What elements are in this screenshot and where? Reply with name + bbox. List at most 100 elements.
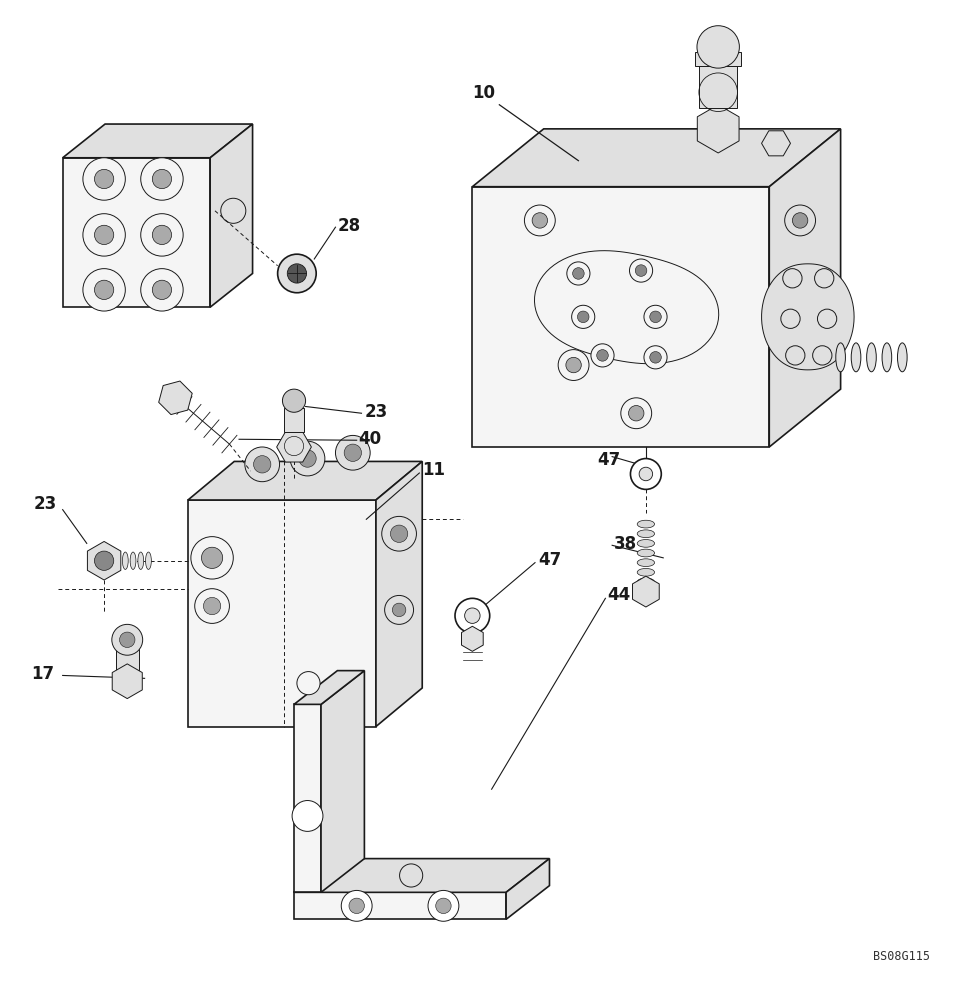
Circle shape bbox=[635, 265, 647, 276]
Circle shape bbox=[292, 801, 323, 831]
Ellipse shape bbox=[146, 552, 151, 569]
Circle shape bbox=[455, 598, 490, 633]
Circle shape bbox=[524, 205, 555, 236]
Circle shape bbox=[465, 608, 480, 623]
Polygon shape bbox=[284, 408, 304, 432]
Circle shape bbox=[287, 264, 307, 283]
Circle shape bbox=[785, 205, 816, 236]
Text: BS08G115: BS08G115 bbox=[873, 950, 930, 963]
Text: 38: 38 bbox=[614, 535, 637, 553]
Polygon shape bbox=[462, 626, 483, 651]
Polygon shape bbox=[321, 671, 364, 892]
Circle shape bbox=[697, 26, 739, 68]
Ellipse shape bbox=[138, 552, 144, 569]
Circle shape bbox=[392, 603, 406, 617]
Circle shape bbox=[573, 268, 584, 279]
Circle shape bbox=[152, 225, 172, 245]
Polygon shape bbox=[188, 461, 422, 500]
Circle shape bbox=[141, 158, 183, 200]
Ellipse shape bbox=[897, 343, 907, 372]
Circle shape bbox=[577, 311, 589, 323]
Circle shape bbox=[572, 305, 595, 328]
Ellipse shape bbox=[637, 549, 655, 557]
Text: 10: 10 bbox=[472, 84, 495, 102]
Text: 23: 23 bbox=[34, 495, 57, 513]
Text: 17: 17 bbox=[31, 665, 54, 683]
Circle shape bbox=[644, 305, 667, 328]
Circle shape bbox=[221, 198, 246, 223]
Circle shape bbox=[201, 547, 223, 568]
Text: 40: 40 bbox=[359, 430, 382, 448]
Polygon shape bbox=[762, 131, 790, 156]
Circle shape bbox=[817, 309, 837, 328]
Circle shape bbox=[83, 269, 125, 311]
Circle shape bbox=[815, 269, 834, 288]
Polygon shape bbox=[762, 264, 854, 370]
Circle shape bbox=[813, 346, 832, 365]
Polygon shape bbox=[699, 66, 737, 108]
Ellipse shape bbox=[851, 343, 861, 372]
Circle shape bbox=[83, 214, 125, 256]
Polygon shape bbox=[376, 461, 422, 727]
Circle shape bbox=[629, 406, 644, 421]
Polygon shape bbox=[632, 576, 659, 607]
Circle shape bbox=[290, 441, 325, 476]
Polygon shape bbox=[159, 381, 192, 415]
Ellipse shape bbox=[130, 552, 136, 569]
Ellipse shape bbox=[882, 343, 892, 372]
Circle shape bbox=[195, 589, 229, 623]
Ellipse shape bbox=[637, 520, 655, 528]
Circle shape bbox=[344, 444, 362, 461]
Circle shape bbox=[390, 525, 408, 542]
Text: 47: 47 bbox=[598, 451, 621, 469]
Polygon shape bbox=[277, 432, 311, 462]
Polygon shape bbox=[294, 704, 321, 892]
Text: 11: 11 bbox=[422, 461, 445, 479]
Circle shape bbox=[532, 213, 548, 228]
Circle shape bbox=[254, 456, 271, 473]
Text: 47: 47 bbox=[538, 551, 561, 569]
Circle shape bbox=[650, 311, 661, 323]
Circle shape bbox=[245, 447, 280, 482]
Circle shape bbox=[94, 280, 114, 299]
Circle shape bbox=[783, 269, 802, 288]
Circle shape bbox=[630, 459, 661, 489]
Circle shape bbox=[428, 890, 459, 921]
Polygon shape bbox=[769, 129, 841, 447]
Circle shape bbox=[558, 350, 589, 380]
Circle shape bbox=[349, 898, 364, 914]
Ellipse shape bbox=[867, 343, 876, 372]
Polygon shape bbox=[294, 859, 549, 892]
Polygon shape bbox=[63, 158, 210, 307]
Circle shape bbox=[786, 346, 805, 365]
Polygon shape bbox=[210, 124, 253, 307]
Polygon shape bbox=[697, 105, 739, 153]
Polygon shape bbox=[188, 500, 376, 727]
Circle shape bbox=[591, 344, 614, 367]
Polygon shape bbox=[88, 541, 120, 580]
Circle shape bbox=[141, 214, 183, 256]
Polygon shape bbox=[472, 187, 769, 447]
Circle shape bbox=[191, 537, 233, 579]
Ellipse shape bbox=[122, 552, 128, 569]
Ellipse shape bbox=[637, 559, 655, 567]
Circle shape bbox=[94, 169, 114, 189]
Circle shape bbox=[792, 213, 808, 228]
Circle shape bbox=[112, 624, 143, 655]
Circle shape bbox=[781, 309, 800, 328]
Polygon shape bbox=[534, 251, 719, 364]
Ellipse shape bbox=[637, 540, 655, 547]
Circle shape bbox=[567, 262, 590, 285]
Circle shape bbox=[650, 352, 661, 363]
Circle shape bbox=[299, 450, 316, 467]
Circle shape bbox=[278, 254, 316, 293]
Polygon shape bbox=[63, 124, 253, 158]
Ellipse shape bbox=[637, 530, 655, 538]
Circle shape bbox=[94, 551, 114, 570]
Polygon shape bbox=[294, 671, 364, 704]
Ellipse shape bbox=[637, 578, 655, 586]
Ellipse shape bbox=[637, 568, 655, 576]
Circle shape bbox=[120, 632, 135, 647]
Text: 28: 28 bbox=[337, 217, 361, 235]
Circle shape bbox=[621, 398, 652, 429]
